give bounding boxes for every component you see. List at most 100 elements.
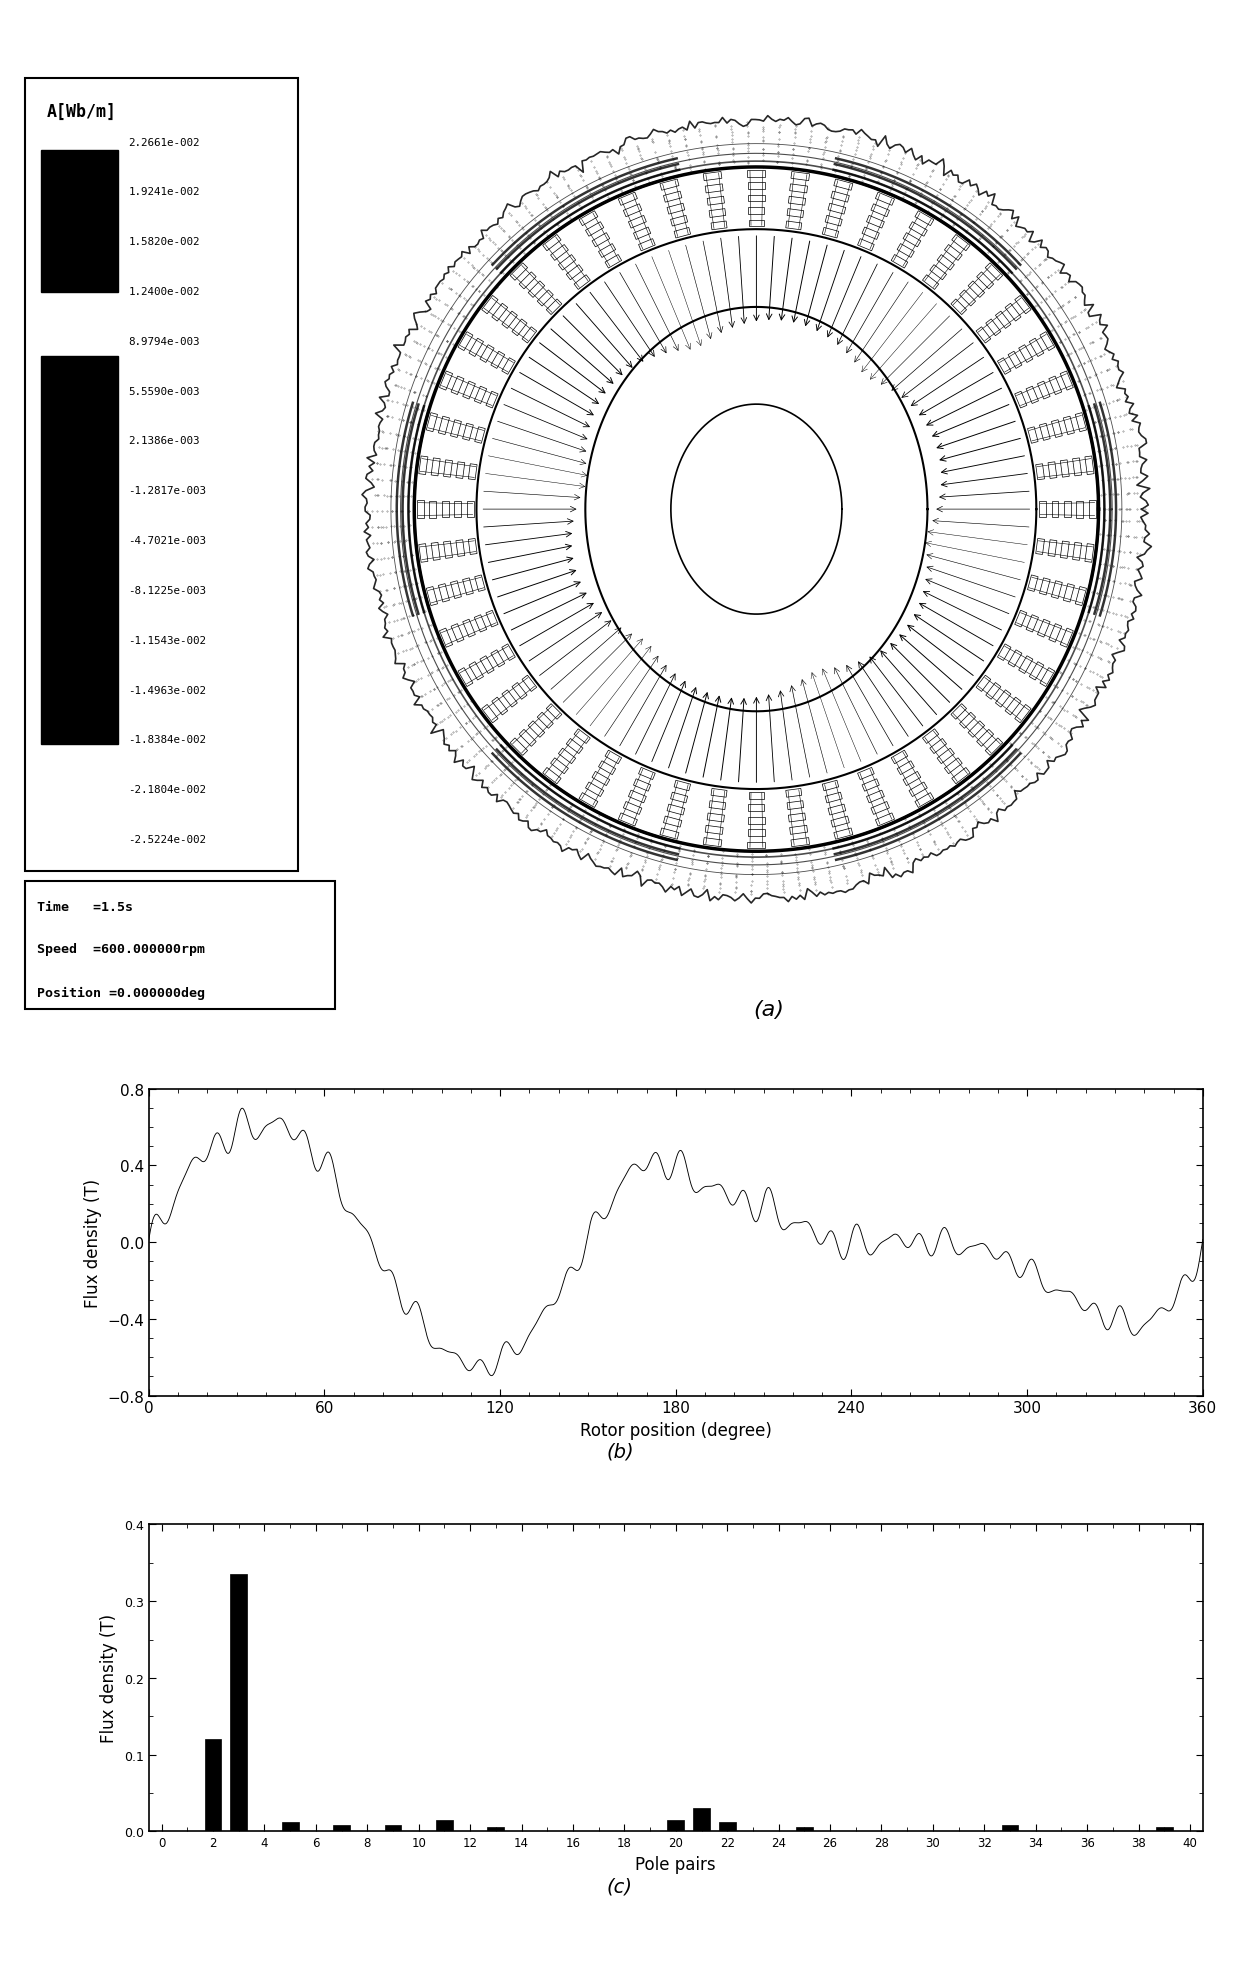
Bar bbox=[858, 768, 874, 780]
Bar bbox=[1002, 1826, 1018, 1832]
Bar bbox=[787, 802, 804, 810]
Bar bbox=[475, 386, 487, 404]
Bar bbox=[709, 802, 725, 810]
Bar bbox=[915, 212, 934, 226]
Bar bbox=[1038, 620, 1050, 638]
Text: -2.1804e-002: -2.1804e-002 bbox=[129, 784, 207, 794]
Bar bbox=[706, 826, 723, 836]
Bar bbox=[585, 782, 604, 798]
Bar bbox=[748, 818, 765, 824]
Bar bbox=[787, 210, 804, 218]
Bar bbox=[870, 204, 889, 218]
Bar bbox=[986, 321, 1001, 337]
Bar bbox=[1052, 582, 1063, 600]
Bar bbox=[996, 691, 1011, 707]
Bar bbox=[619, 194, 637, 206]
Bar bbox=[822, 228, 838, 240]
Bar bbox=[1019, 657, 1033, 673]
Bar bbox=[968, 721, 985, 739]
Bar bbox=[675, 780, 691, 792]
Bar bbox=[639, 768, 655, 780]
Bar bbox=[1060, 372, 1074, 390]
Bar bbox=[1060, 630, 1074, 647]
Bar bbox=[1038, 382, 1050, 400]
Bar bbox=[660, 180, 680, 192]
Bar bbox=[537, 291, 553, 307]
Bar bbox=[551, 246, 568, 261]
Bar bbox=[996, 313, 1011, 329]
Bar bbox=[831, 816, 849, 828]
Bar bbox=[512, 683, 527, 699]
Text: -1.8384e-002: -1.8384e-002 bbox=[129, 735, 207, 744]
Bar bbox=[1035, 539, 1044, 554]
Bar bbox=[1014, 297, 1032, 315]
Text: -1.2817e-003: -1.2817e-003 bbox=[129, 485, 207, 497]
Bar bbox=[707, 814, 724, 822]
Bar bbox=[828, 204, 846, 216]
Bar bbox=[469, 465, 477, 481]
Bar bbox=[605, 750, 621, 764]
Bar bbox=[579, 212, 598, 226]
Bar bbox=[660, 828, 680, 840]
Bar bbox=[1075, 414, 1086, 432]
Bar bbox=[439, 584, 449, 602]
Bar bbox=[825, 216, 842, 228]
Bar bbox=[502, 358, 516, 374]
Bar bbox=[599, 244, 616, 257]
Bar bbox=[693, 1808, 709, 1832]
Bar bbox=[1039, 424, 1050, 442]
Bar bbox=[831, 192, 849, 204]
Bar bbox=[1019, 346, 1033, 362]
Text: Position =0.000000deg: Position =0.000000deg bbox=[37, 986, 205, 1000]
Bar bbox=[439, 372, 453, 390]
Bar bbox=[417, 501, 424, 519]
Bar bbox=[624, 802, 642, 816]
Bar bbox=[1028, 576, 1038, 592]
Bar bbox=[487, 1828, 505, 1832]
Bar bbox=[986, 739, 1003, 756]
Bar bbox=[432, 543, 440, 560]
Bar bbox=[1052, 420, 1063, 438]
Bar bbox=[639, 240, 655, 251]
Bar bbox=[875, 194, 894, 206]
Bar bbox=[1008, 651, 1022, 667]
Bar bbox=[205, 1738, 222, 1832]
Bar bbox=[748, 170, 765, 178]
Bar bbox=[429, 501, 436, 519]
Bar bbox=[543, 768, 560, 784]
Bar bbox=[977, 731, 993, 746]
Bar bbox=[858, 240, 874, 251]
Bar bbox=[528, 721, 544, 739]
Text: 5.5590e-003: 5.5590e-003 bbox=[129, 386, 200, 396]
Bar bbox=[574, 729, 590, 744]
Bar bbox=[1089, 501, 1096, 519]
Bar bbox=[867, 790, 884, 804]
Bar bbox=[481, 705, 498, 723]
Bar bbox=[976, 327, 991, 345]
Bar bbox=[1048, 463, 1056, 479]
Bar bbox=[520, 273, 536, 289]
Bar bbox=[450, 420, 461, 438]
Bar bbox=[709, 210, 725, 218]
Y-axis label: Flux density (T): Flux density (T) bbox=[83, 1178, 102, 1307]
Bar bbox=[786, 790, 802, 798]
Bar bbox=[456, 463, 465, 479]
Bar bbox=[986, 683, 1001, 699]
Bar bbox=[480, 657, 494, 673]
Bar bbox=[897, 244, 914, 257]
Bar bbox=[867, 216, 884, 230]
Bar bbox=[41, 150, 118, 293]
Bar bbox=[475, 616, 487, 634]
Bar bbox=[749, 208, 764, 214]
Text: 1.2400e-002: 1.2400e-002 bbox=[129, 287, 200, 297]
Bar bbox=[671, 216, 688, 228]
Bar bbox=[1073, 459, 1081, 477]
Bar bbox=[1029, 663, 1044, 681]
Bar bbox=[945, 246, 962, 261]
Bar bbox=[502, 691, 517, 707]
Bar bbox=[591, 772, 610, 786]
Bar bbox=[579, 794, 598, 808]
Bar bbox=[444, 461, 453, 477]
Bar bbox=[791, 838, 810, 847]
Bar bbox=[558, 255, 575, 271]
